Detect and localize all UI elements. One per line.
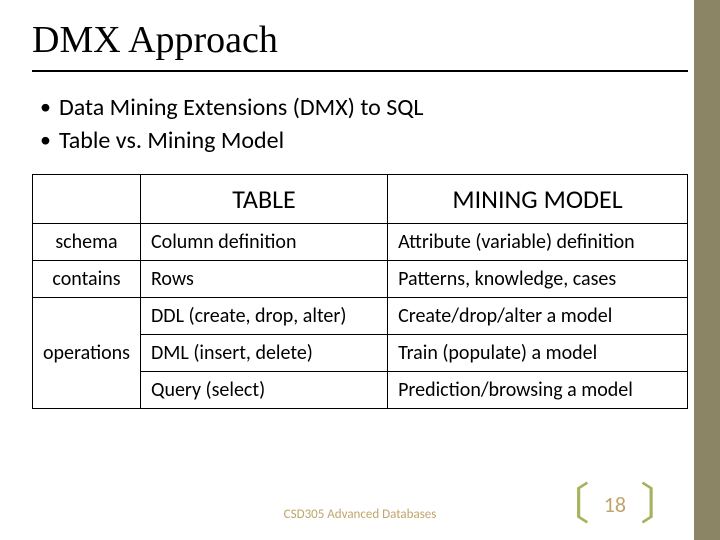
table-row: operations DDL (create, drop, alter) Cre… xyxy=(33,297,688,334)
table-cell: Create/drop/alter a model xyxy=(388,297,688,334)
title-underline xyxy=(32,70,688,72)
table-cell: Rows xyxy=(140,260,387,297)
table-header-row: TABLE MINING MODEL xyxy=(33,174,688,223)
table-header-cell: TABLE xyxy=(140,174,387,223)
table-rowhead: contains xyxy=(33,260,141,297)
slide-title: DMX Approach xyxy=(0,0,720,70)
bullet-dot-icon: • xyxy=(40,94,51,120)
table-cell: Column definition xyxy=(140,223,387,260)
bullet-item: • Table vs. Mining Model xyxy=(40,127,720,156)
table-cell: Query (select) xyxy=(140,371,387,408)
footer-text: CSD305 Advanced Databases xyxy=(284,507,437,522)
comparison-table: TABLE MINING MODEL schema Column definit… xyxy=(32,174,688,409)
bullet-text: Data Mining Extensions (DMX) to SQL xyxy=(59,94,424,123)
right-bracket-icon: 〕 xyxy=(640,489,684,520)
table-cell: Patterns, knowledge, cases xyxy=(388,260,688,297)
table-row: contains Rows Patterns, knowledge, cases xyxy=(33,260,688,297)
bullet-item: • Data Mining Extensions (DMX) to SQL xyxy=(40,94,720,123)
page-number: 18 xyxy=(590,491,640,518)
bullet-dot-icon: • xyxy=(40,127,51,153)
left-bracket-icon: 〔 xyxy=(546,489,590,520)
table-header-cell: MINING MODEL xyxy=(388,174,688,223)
table-rowhead-operations: operations xyxy=(33,297,141,408)
table-cell: DML (insert, delete) xyxy=(140,334,387,371)
table-header-blank xyxy=(33,174,141,223)
table-cell: Prediction/browsing a model xyxy=(388,371,688,408)
bullet-text: Table vs. Mining Model xyxy=(59,127,284,156)
table-rowhead: schema xyxy=(33,223,141,260)
bullet-list: • Data Mining Extensions (DMX) to SQL • … xyxy=(0,94,720,156)
table-row: schema Column definition Attribute (vari… xyxy=(33,223,688,260)
table-cell: DDL (create, drop, alter) xyxy=(140,297,387,334)
slide-footer: CSD305 Advanced Databases 〔 18 〕 xyxy=(0,496,720,526)
table-cell: Train (populate) a model xyxy=(388,334,688,371)
table-cell: Attribute (variable) definition xyxy=(388,223,688,260)
page-number-badge: 〔 18 〕 xyxy=(546,489,684,520)
side-accent-bar xyxy=(694,0,720,540)
